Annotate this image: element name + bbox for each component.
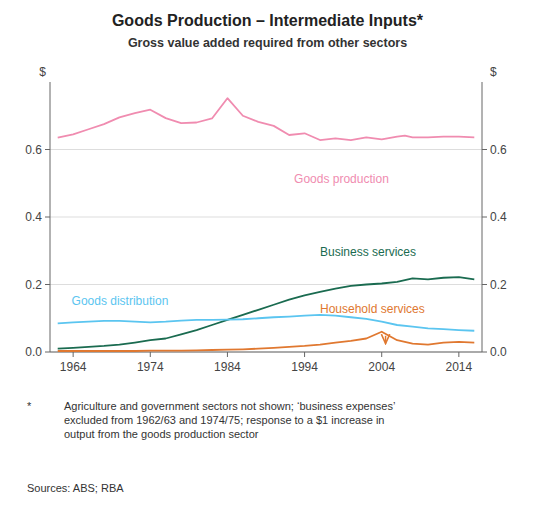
x-tick	[150, 352, 151, 357]
series-label: Goods distribution	[72, 294, 169, 308]
y2-tick-label: 0.0	[490, 345, 507, 359]
series-line	[58, 315, 475, 331]
y-tick-label: 0.4	[25, 210, 42, 224]
footnote-line: excluded from 1962/63 and 1974/75; respo…	[64, 414, 384, 426]
series-line	[58, 332, 475, 351]
x-tick-label: 1994	[291, 360, 318, 374]
series-label: Business services	[320, 245, 416, 259]
y-axis-line	[50, 82, 51, 352]
x-tick-label: 1974	[137, 360, 164, 374]
chart: Goods Production – Intermediate Inputs* G…	[0, 0, 535, 513]
x-tick-label: 1964	[60, 360, 87, 374]
x-tick-label: 2014	[446, 360, 473, 374]
y-axis-label: $	[39, 65, 46, 79]
plot-area	[58, 98, 475, 351]
sources: Sources: ABS; RBA	[27, 482, 124, 494]
x-tick-label: 2004	[368, 360, 395, 374]
x-tick	[304, 352, 305, 357]
subtitle: Gross value added required from other se…	[128, 36, 407, 50]
series-label: Household services	[320, 302, 425, 316]
x-tick	[227, 352, 228, 357]
series-label: Goods production	[294, 172, 389, 186]
annotation-arrow	[385, 336, 387, 344]
grid-line	[50, 217, 482, 218]
y2-tick	[482, 149, 487, 150]
series-line	[58, 277, 475, 349]
y-tick-label: 0.2	[25, 278, 42, 292]
y-tick	[45, 284, 50, 285]
footnote: Agriculture and government sectors not s…	[64, 400, 395, 440]
y2-tick-label: 0.2	[490, 278, 507, 292]
x-tick	[458, 352, 459, 357]
y2-tick-label: 0.6	[490, 143, 507, 157]
x-tick-label: 1984	[214, 360, 241, 374]
y-tick	[45, 149, 50, 150]
grid-line	[50, 284, 482, 285]
footnote-marker: *	[27, 400, 32, 412]
footnote-line: Agriculture and government sectors not s…	[64, 400, 395, 412]
title: Goods Production – Intermediate Inputs*	[112, 12, 424, 29]
series-line	[58, 98, 475, 140]
x-tick	[381, 352, 382, 357]
y2-tick	[482, 284, 487, 285]
y2-tick	[482, 217, 487, 218]
grid-line	[50, 149, 482, 150]
x-tick	[73, 352, 74, 357]
y2-axis-line	[482, 82, 483, 352]
y-tick-label: 0.0	[25, 345, 42, 359]
y2-tick	[482, 352, 487, 353]
y-tick-label: 0.6	[25, 143, 42, 157]
y-tick	[45, 352, 50, 353]
y2-tick-label: 0.4	[490, 210, 507, 224]
footnote-line: output from the goods production sector	[64, 428, 259, 440]
y2-axis-label: $	[490, 65, 497, 79]
y-tick	[45, 217, 50, 218]
